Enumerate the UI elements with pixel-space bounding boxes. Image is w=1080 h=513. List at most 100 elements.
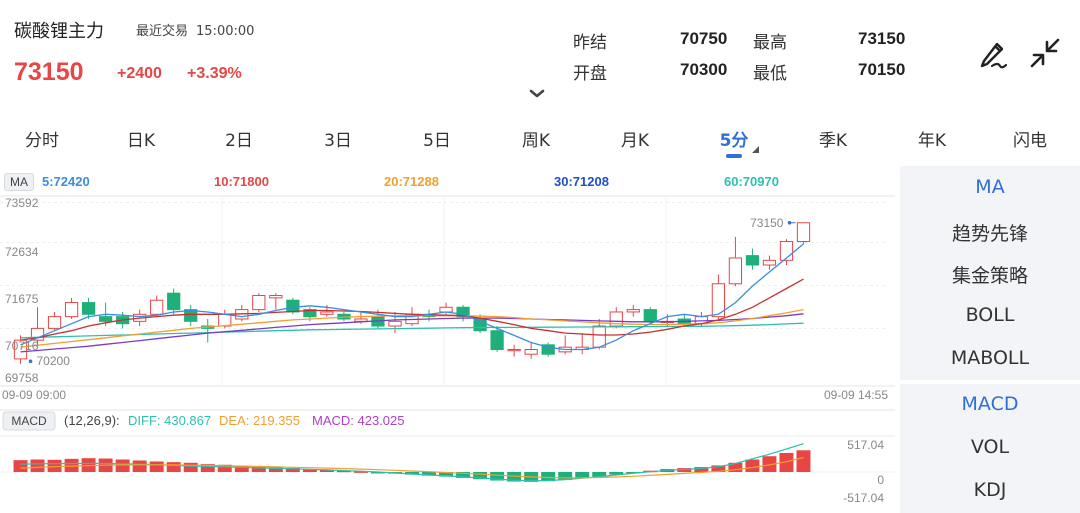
candle-body	[745, 255, 760, 266]
macd-bar	[251, 466, 266, 472]
stat-value-open: 70300	[680, 60, 728, 79]
macd-bar	[473, 472, 488, 480]
candle-body	[98, 316, 113, 322]
indicator-vol[interactable]: VOL	[970, 436, 1010, 458]
indicator-ma[interactable]: MA	[975, 176, 1005, 198]
tab-daily-k[interactable]: 日K	[126, 131, 156, 151]
macd-bar	[302, 469, 317, 472]
candle-body	[490, 330, 504, 351]
candle-body	[81, 302, 96, 315]
chart-area[interactable]: MA 5:72420 10:71800 20:71288 30:71208 60…	[0, 166, 895, 513]
candle-body	[64, 302, 79, 318]
y-tick-label: 70716	[5, 339, 39, 353]
macd-bar	[558, 472, 573, 480]
stat-value-low: 70150	[858, 60, 906, 79]
candle	[473, 314, 487, 334]
candle	[150, 295, 164, 317]
macd-bar	[439, 472, 454, 477]
candle	[524, 342, 538, 359]
macd-bar	[30, 459, 45, 472]
candle-body	[30, 327, 45, 341]
ma10-value: 10:71800	[214, 174, 269, 189]
macd-dea-value: DEA: 219.355	[219, 413, 300, 428]
candle-body	[47, 316, 62, 329]
collapse-icon[interactable]	[1028, 36, 1062, 70]
ma5-line	[20, 243, 804, 351]
tab-2day[interactable]: 2日	[225, 131, 253, 151]
candle	[490, 326, 504, 352]
macd-bar	[234, 465, 249, 472]
macd-bar	[541, 472, 556, 482]
candle-body	[286, 299, 300, 313]
tab-weekly-k[interactable]: 周K	[521, 131, 551, 151]
tab-intraday[interactable]: 分时	[25, 131, 59, 151]
macd-bar	[13, 460, 28, 472]
candle	[609, 307, 623, 329]
last-trade-label: 最近交易	[136, 24, 189, 39]
tab-monthly-k[interactable]: 月K	[620, 131, 650, 151]
ma60-line	[20, 322, 804, 339]
indicator-macd[interactable]: MACD	[961, 393, 1019, 415]
macd-bar	[796, 450, 811, 472]
macd-bar	[268, 467, 283, 472]
max-marker-label: 73150	[750, 216, 784, 230]
macd-bar	[609, 472, 624, 475]
candle	[541, 342, 555, 357]
indicator-maboll[interactable]: MABOLL	[950, 347, 1030, 369]
candle	[81, 297, 96, 319]
stat-label-open: 开盘	[573, 64, 607, 84]
tab-3day[interactable]: 3日	[324, 131, 352, 151]
last-trade-time: 15:00:00	[196, 24, 255, 39]
panel-divider	[900, 380, 1080, 384]
x-start-label: 09-09 09:00	[2, 388, 66, 402]
draw-icon[interactable]	[976, 36, 1010, 70]
macd-bar	[370, 472, 385, 474]
chevron-down-icon[interactable]	[528, 88, 546, 100]
candle-body	[626, 309, 640, 313]
candlestick-chart[interactable]: 73592 72634 71675 70716 69758 09-09 09:00 09-0…	[0, 166, 895, 513]
macd-bar	[183, 462, 198, 472]
macd-y-max: 517.04	[847, 438, 884, 452]
instrument-title: 碳酸锂主力	[14, 21, 104, 42]
macd-bar	[745, 459, 760, 472]
indicator-gold-strategy[interactable]: 集金策略	[951, 265, 1028, 287]
macd-tag-label: MACD	[11, 414, 47, 428]
ma30-value: 30:71208	[554, 174, 609, 189]
tab-5day[interactable]: 5日	[423, 131, 451, 151]
candle	[201, 318, 215, 343]
macd-bar	[711, 465, 726, 472]
macd-bar	[575, 472, 590, 479]
tab-flash[interactable]: 闪电	[1013, 131, 1047, 151]
candle-body	[184, 309, 198, 322]
candle	[626, 304, 640, 317]
ma60-value: 60:70970	[724, 174, 779, 189]
macd-bar	[677, 468, 692, 472]
macd-bar	[149, 461, 164, 472]
ma20-value: 20:71288	[384, 174, 439, 189]
macd-y-zero: 0	[877, 473, 884, 487]
ma30-line	[20, 313, 804, 353]
macd-bar	[728, 462, 743, 472]
macd-tag: MACD	[2, 411, 56, 431]
ma-tag[interactable]: MA	[4, 173, 34, 191]
macd-params: (12,26,9):	[64, 413, 120, 428]
macd-bar	[166, 462, 181, 472]
candle-body	[167, 292, 181, 311]
price-change: +2400	[117, 65, 162, 82]
macd-bar	[490, 472, 505, 481]
macd-macd-value: MACD: 423.025	[312, 413, 405, 428]
candle	[507, 344, 521, 357]
min-marker-dot	[28, 359, 33, 364]
tab-quarterly-k[interactable]: 季K	[818, 131, 848, 151]
macd-bar	[456, 472, 471, 478]
tab-dropdown-caret[interactable]	[752, 146, 759, 153]
candle	[30, 307, 45, 348]
y-tick-label: 71675	[5, 292, 39, 306]
tab-yearly-k[interactable]: 年K	[917, 131, 947, 151]
tab-5min[interactable]: 5分	[719, 131, 749, 151]
indicator-trend-pioneer[interactable]: 趋势先锋	[951, 223, 1028, 245]
candle	[728, 236, 743, 287]
macd-bar	[319, 469, 334, 472]
indicator-kdj[interactable]: KDJ	[973, 479, 1007, 501]
indicator-boll[interactable]: BOLL	[965, 304, 1015, 326]
